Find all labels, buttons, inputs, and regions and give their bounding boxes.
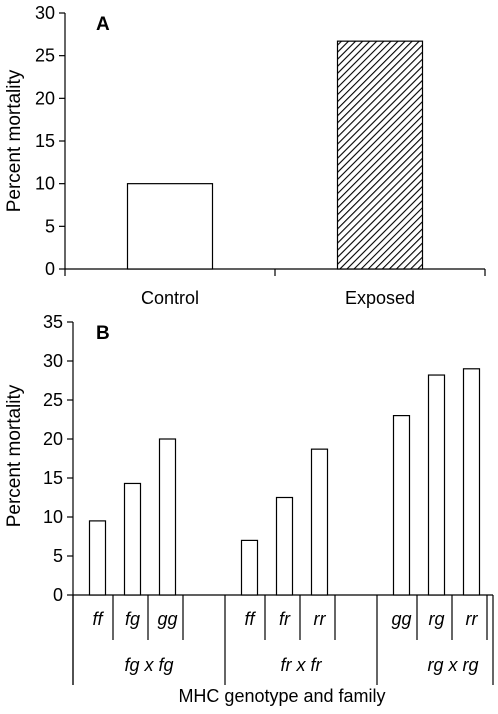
panel-b-genotype-label: ff <box>92 609 104 629</box>
panel-b-family-label: fr x fr <box>281 655 323 675</box>
panel-b-family-label: fg x fg <box>124 655 173 675</box>
panel-a-bar-exposed <box>336 40 424 270</box>
panel-b-bar-ff <box>88 520 107 596</box>
panel-b-y-tick-label: 30 <box>43 351 63 371</box>
panel-a-y-tick-label: 30 <box>35 3 55 23</box>
panel-b-y-tick-label: 0 <box>53 585 63 605</box>
panel-a-y-tick-label: 25 <box>35 46 55 66</box>
panel-a-y-tick-label: 20 <box>35 88 55 108</box>
panel-a-category-label: Control <box>141 288 199 308</box>
panel-a-category-label: Exposed <box>345 288 415 308</box>
panel-a-label: A <box>96 14 110 35</box>
panel-a-y-tick-label: 15 <box>35 131 55 151</box>
panel-b-label: B <box>96 323 110 344</box>
panel-b-y-tick-label: 5 <box>53 546 63 566</box>
panel-b-bar-ff <box>240 539 259 596</box>
panel-b-bar-gg <box>158 438 177 596</box>
panel-a-y-tick-label: 10 <box>35 174 55 194</box>
panel-b-bar-fg <box>123 482 142 596</box>
panel-a-y-tick-label: 0 <box>45 259 55 279</box>
panel-b-y-tick-label: 10 <box>43 507 63 527</box>
panel-b-family-label: rg x rg <box>427 655 478 675</box>
panel-a-y-axis-label: Percent mortality <box>4 69 25 212</box>
panel-b-y-tick-label: 25 <box>43 390 63 410</box>
panel-a-y-tick-label: 5 <box>45 216 55 236</box>
panel-b-bar-rr <box>462 368 481 596</box>
panel-b-y-tick-label: 15 <box>43 468 63 488</box>
panel-b-genotype-label: rr <box>466 609 479 629</box>
panel-b-genotype-label: fg <box>125 609 140 629</box>
panel-a: A Percent mortality 0 5 10 15 20 25 30 Control… <box>4 3 486 308</box>
panel-b-genotype-label: gg <box>157 609 177 629</box>
panel-b-bar-rg <box>427 374 446 596</box>
panel-b-x-axis-label: MHC genotype and family <box>178 686 385 706</box>
panel-b-bar-rr <box>310 448 329 596</box>
panel-a-bar-control <box>126 183 214 270</box>
panel-b-bar-gg <box>392 415 411 596</box>
panel-b-genotype-label: rg <box>428 609 444 629</box>
panel-b-bar-fr <box>275 496 294 596</box>
panel-b-y-tick-label: 35 <box>43 312 63 332</box>
panel-b-y-tick-label: 20 <box>43 429 63 449</box>
panel-b-genotype-label: ff <box>244 609 256 629</box>
panel-b-genotype-label: fr <box>279 609 291 629</box>
panel-b-genotype-label: gg <box>391 609 411 629</box>
panel-b-genotype-label: rr <box>314 609 327 629</box>
panel-b-y-axis-label: Percent mortality <box>4 384 25 527</box>
